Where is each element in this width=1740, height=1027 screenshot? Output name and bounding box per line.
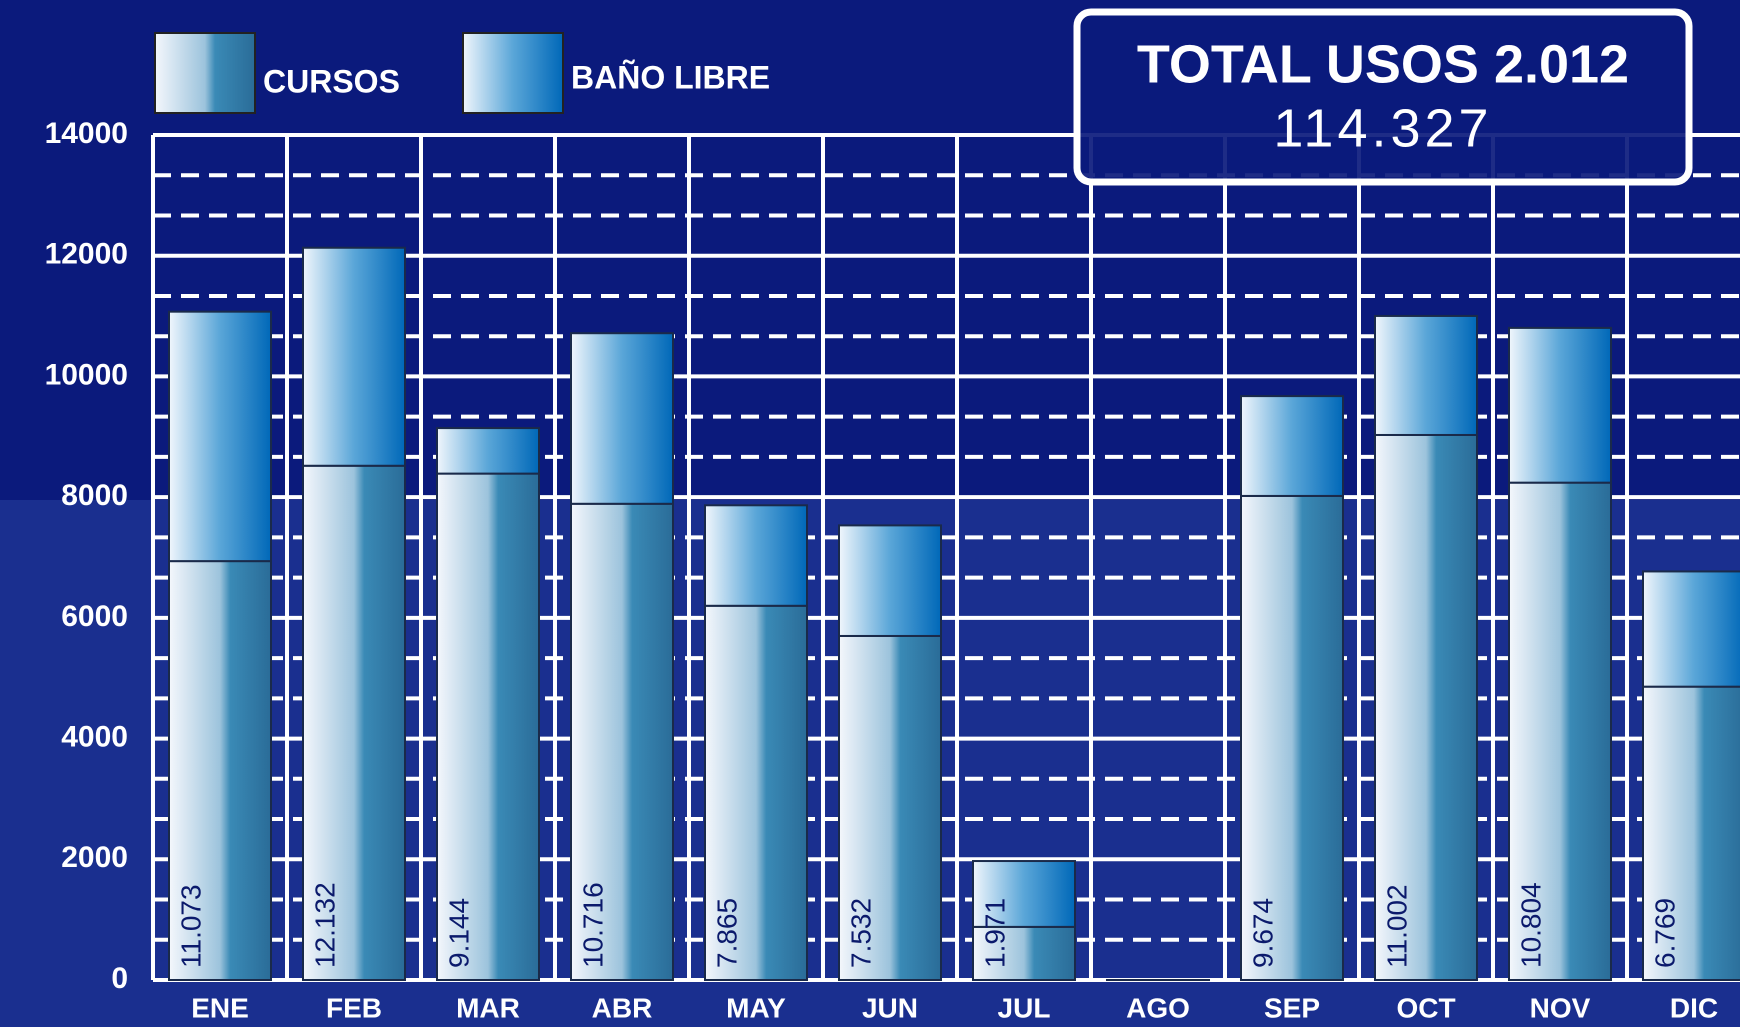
total-title: TOTAL USOS 2.012 [1137, 34, 1629, 94]
total-label: 11.002 [1381, 884, 1412, 968]
total-label: 9.674 [1247, 898, 1278, 968]
y-tick-label: 14000 [45, 117, 128, 150]
y-tick-label: 6000 [61, 600, 128, 633]
bar-segment [1642, 570, 1740, 688]
bar-segment [1642, 685, 1740, 982]
total-label: 7.532 [845, 898, 876, 968]
legend-swatch [462, 32, 564, 114]
y-tick-label: 12000 [45, 238, 128, 271]
bar-segment [838, 634, 942, 981]
x-tick-label: JUN [862, 992, 918, 1023]
total-label: 12.132 [309, 882, 340, 968]
bar-segment [168, 560, 272, 981]
total-value: 114.327 [1273, 98, 1492, 158]
bar-segment [436, 472, 540, 981]
x-tick-label: SEP [1264, 992, 1320, 1023]
total-box [1073, 8, 1693, 186]
bar-segment [1240, 395, 1344, 497]
bar-segment [570, 332, 674, 505]
x-tick-label: JUL [998, 992, 1051, 1023]
x-tick-label: FEB [326, 992, 382, 1023]
total-label: 10.716 [577, 882, 608, 968]
x-tick-label: AGO [1126, 992, 1190, 1023]
x-tick-label: ENE [191, 992, 249, 1023]
bar-segment [1240, 494, 1344, 981]
total-label: 11.073 [175, 884, 206, 968]
legend-label: BAÑO LIBRE [571, 59, 770, 95]
y-tick-label: 0 [111, 962, 128, 995]
y-tick-label: 10000 [45, 358, 128, 391]
y-tick-label: 2000 [61, 841, 128, 874]
bar-segment [838, 524, 942, 637]
bar-segment [1508, 326, 1612, 484]
x-tick-label: ABR [592, 992, 653, 1023]
bar-segment [302, 246, 406, 467]
bar-segment [972, 860, 1076, 928]
x-tick-label: OCT [1396, 992, 1455, 1023]
bar-segment [704, 604, 808, 981]
bar-segment [1374, 314, 1478, 436]
legend-label: CURSOS [263, 63, 400, 99]
x-tick-label: NOV [1530, 992, 1591, 1023]
bar-segment [972, 925, 1076, 982]
y-tick-label: 8000 [61, 479, 128, 512]
total-label: 10.804 [1515, 882, 1546, 968]
bar-segment [302, 464, 406, 981]
y-tick-label: 4000 [61, 720, 128, 753]
total-label: 1.971 [979, 898, 1010, 968]
bar-segment [704, 504, 808, 607]
total-label: 7.865 [711, 898, 742, 968]
total-label: 6.769 [1649, 898, 1680, 968]
bar-segment [168, 310, 272, 563]
bar-segment [1508, 481, 1612, 981]
legend-swatch [154, 32, 256, 114]
x-tick-label: MAR [456, 992, 520, 1023]
x-tick-label: DIC [1670, 992, 1718, 1023]
bar-segment [570, 502, 674, 981]
total-label: 9.144 [443, 898, 474, 968]
x-tick-label: MAY [726, 992, 786, 1023]
bar-segment [1374, 433, 1478, 982]
bar-segment [436, 427, 540, 475]
